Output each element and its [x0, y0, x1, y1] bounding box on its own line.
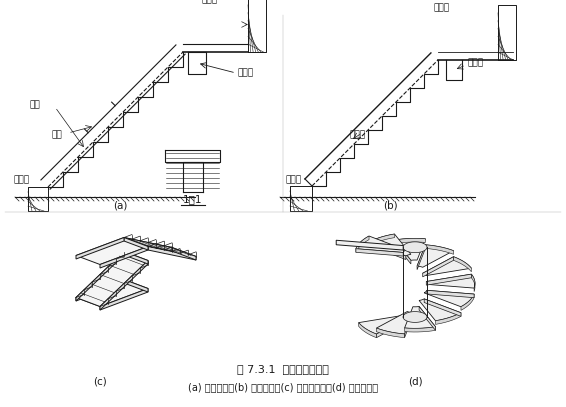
Text: 平台梁: 平台梁: [467, 58, 483, 67]
Polygon shape: [405, 327, 435, 332]
Polygon shape: [395, 239, 426, 244]
Text: 1－1: 1－1: [183, 194, 202, 204]
Polygon shape: [356, 249, 403, 256]
Text: 图 7.3.1  几种楼梯示意图: 图 7.3.1 几种楼梯示意图: [237, 364, 329, 374]
Polygon shape: [417, 245, 453, 267]
Text: 平台板: 平台板: [434, 3, 450, 12]
Polygon shape: [359, 315, 408, 334]
Bar: [290, 186, 312, 211]
Polygon shape: [76, 252, 124, 301]
Text: (a) 梁式楼梯；(b) 板式楼梯；(c) 剪刀式楼梯；(d) 螺旋式楼梯: (a) 梁式楼梯；(b) 板式楼梯；(c) 剪刀式楼梯；(d) 螺旋式楼梯: [188, 382, 378, 392]
Text: (a): (a): [113, 201, 127, 211]
Text: 平台板: 平台板: [202, 0, 218, 4]
Polygon shape: [124, 238, 172, 251]
Text: 踏步: 踏步: [30, 100, 41, 109]
Bar: [248, 0, 266, 52]
Polygon shape: [426, 274, 471, 285]
Polygon shape: [369, 242, 406, 260]
Polygon shape: [376, 317, 408, 338]
Polygon shape: [172, 247, 196, 260]
Polygon shape: [435, 313, 461, 324]
Text: 平台梁: 平台梁: [238, 68, 254, 77]
Polygon shape: [76, 238, 148, 265]
Polygon shape: [76, 280, 124, 301]
Polygon shape: [76, 280, 148, 306]
Text: (d): (d): [408, 377, 422, 387]
Text: (c): (c): [93, 377, 107, 387]
Text: 地垄墙: 地垄墙: [14, 175, 30, 184]
Polygon shape: [124, 238, 196, 256]
Bar: [28, 187, 48, 211]
Polygon shape: [100, 247, 148, 268]
Text: 踏步板: 踏步板: [350, 130, 366, 139]
Polygon shape: [426, 245, 453, 254]
Polygon shape: [356, 236, 406, 252]
Polygon shape: [423, 257, 471, 276]
Polygon shape: [427, 290, 474, 298]
Text: (b): (b): [383, 201, 397, 211]
Bar: [498, 5, 516, 60]
Polygon shape: [148, 247, 196, 260]
Polygon shape: [376, 311, 413, 334]
Polygon shape: [419, 306, 435, 330]
Polygon shape: [405, 313, 413, 337]
Polygon shape: [426, 274, 475, 288]
Polygon shape: [395, 239, 426, 260]
Polygon shape: [359, 323, 376, 338]
Polygon shape: [471, 274, 475, 292]
Polygon shape: [369, 234, 395, 246]
Polygon shape: [124, 252, 148, 264]
Polygon shape: [369, 234, 411, 256]
Polygon shape: [76, 252, 148, 306]
Polygon shape: [424, 299, 461, 316]
Polygon shape: [461, 294, 474, 311]
Polygon shape: [403, 242, 427, 253]
Polygon shape: [100, 289, 148, 310]
Polygon shape: [423, 257, 453, 277]
Polygon shape: [405, 306, 435, 328]
Polygon shape: [417, 245, 426, 270]
Polygon shape: [395, 240, 411, 264]
Polygon shape: [124, 238, 148, 250]
Polygon shape: [356, 236, 369, 252]
Polygon shape: [419, 299, 461, 321]
Text: 地垄墙: 地垄墙: [285, 175, 301, 184]
Polygon shape: [124, 280, 148, 292]
Polygon shape: [403, 312, 427, 322]
Polygon shape: [453, 257, 471, 272]
Polygon shape: [100, 260, 148, 310]
Polygon shape: [424, 290, 474, 307]
Polygon shape: [76, 238, 124, 259]
Text: 斜梁: 斜梁: [52, 130, 63, 139]
Polygon shape: [336, 240, 403, 250]
Polygon shape: [376, 328, 405, 337]
